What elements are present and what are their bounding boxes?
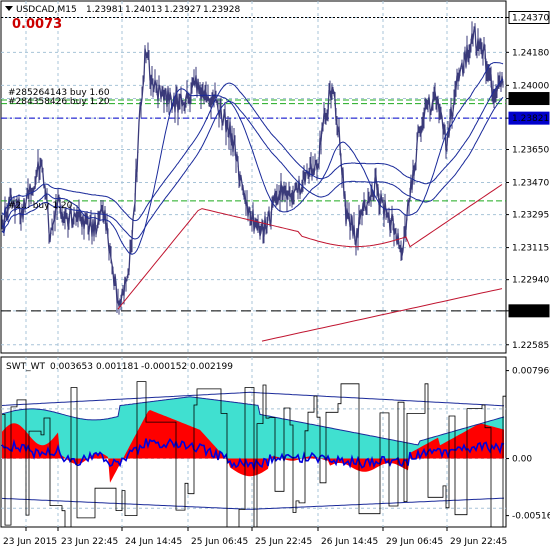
ma-envelope-upper-line[interactable] xyxy=(1,78,504,222)
ma-fast-line[interactable] xyxy=(1,61,504,255)
price-axis-label: 1.24000 xyxy=(512,81,549,91)
indicator-axis-label: -0.005168 xyxy=(512,512,550,522)
price-axis-label: 1.23821 xyxy=(512,114,549,124)
chart-header: USDCAD,M15 1.23981 1.24013 1.23927 1.239… xyxy=(5,5,240,32)
indicator-axis: 0.007969 0.00 -0.005168 xyxy=(506,367,550,522)
spread-value: 0.0073 xyxy=(12,17,62,32)
ohlc-open: 1.23981 xyxy=(86,5,123,15)
time-axis-label: 23 Jun 22:45 xyxy=(61,537,118,547)
time-axis-label: 25 Jun 06:45 xyxy=(191,537,248,547)
time-axis-label: 23 Jun 2015 xyxy=(3,537,57,547)
ohlc-low: 1.23927 xyxy=(164,5,201,15)
time-axis: 23 Jun 2015 23 Jun 22:45 24 Jun 14:45 25 Ju… xyxy=(3,527,507,547)
indicator-envelope-lower[interactable] xyxy=(1,497,505,510)
order-label[interactable]: #284358426 buy 1.20 xyxy=(8,97,110,107)
indicator-value: 0.001181 xyxy=(96,362,139,372)
indicator-value: 0.003653 xyxy=(50,362,93,372)
ma-envelope-lower-line[interactable] xyxy=(1,96,504,240)
price-axis-label: 1.23115 xyxy=(512,244,549,254)
price-axis-label: 1.23650 xyxy=(512,146,549,156)
price-label-box xyxy=(508,92,550,106)
indicator-value: -0.000152 xyxy=(141,362,187,372)
indicator-value: 0.002199 xyxy=(190,362,233,372)
time-axis-label: 29 Jun 22:45 xyxy=(450,537,507,547)
price-line[interactable] xyxy=(1,25,504,307)
indicator-signal-line[interactable] xyxy=(1,437,505,473)
indicator-envelope-upper[interactable] xyxy=(1,391,505,407)
indicator-axis-label: 0.007969 xyxy=(512,367,550,377)
indicator-band-fill xyxy=(2,396,504,459)
ohlc-close: 1.23928 xyxy=(203,5,240,15)
indicator-label: SWT_WT xyxy=(6,362,46,372)
main-panel-frame xyxy=(0,0,507,354)
time-axis-label: 24 Jun 14:45 xyxy=(125,537,182,547)
ohlc-high: 1.24013 xyxy=(125,5,162,15)
lower-band-line[interactable] xyxy=(117,184,503,310)
long-trend-line[interactable] xyxy=(261,288,503,342)
collapse-triangle-icon[interactable] xyxy=(5,6,13,11)
price-axis: 1.24370 1.24180 1.24000 1.23928 1.23821 1.236… xyxy=(506,11,550,351)
indicator-axis-label: 0.00 xyxy=(512,455,532,465)
time-axis-label: 25 Jun 22:45 xyxy=(255,537,312,547)
symbol-label: USDCAD,M15 xyxy=(16,5,77,15)
indicator-band-line[interactable] xyxy=(1,396,505,446)
price-axis-label: 1.23295 xyxy=(512,211,549,221)
indicator-plot-area[interactable] xyxy=(1,381,506,534)
price-axis-label: 1.24370 xyxy=(512,14,549,24)
price-label-box xyxy=(508,304,550,318)
price-axis-label: 1.23928 xyxy=(512,95,549,105)
indicator-histogram-fill xyxy=(2,410,504,483)
indicator-raw-line[interactable] xyxy=(2,381,506,534)
price-axis-label: 1.22940 xyxy=(512,276,549,286)
price-axis-label: 1.23470 xyxy=(512,179,549,189)
price-axis-label: 1.22770 xyxy=(512,307,549,317)
price-label-box xyxy=(508,111,550,125)
order-labels: #285264143 buy 1.60 #284358426 buy 1.20 … xyxy=(8,88,110,211)
time-axis-label: 29 Jun 06:45 xyxy=(386,537,443,547)
order-label[interactable]: #285264143 buy 1.60 xyxy=(8,88,110,98)
indicator-header: SWT_WT 0.003653 0.001181 -0.000152 0.002… xyxy=(6,362,233,372)
price-axis-label: 1.24180 xyxy=(512,48,549,58)
main-plot-area[interactable] xyxy=(1,17,506,342)
price-label-box xyxy=(508,11,550,24)
order-label[interactable]: #2... buy 1.20 xyxy=(8,201,73,211)
time-axis-label: 26 Jun 14:45 xyxy=(321,537,378,547)
price-axis-label: 1.22585 xyxy=(512,341,549,351)
